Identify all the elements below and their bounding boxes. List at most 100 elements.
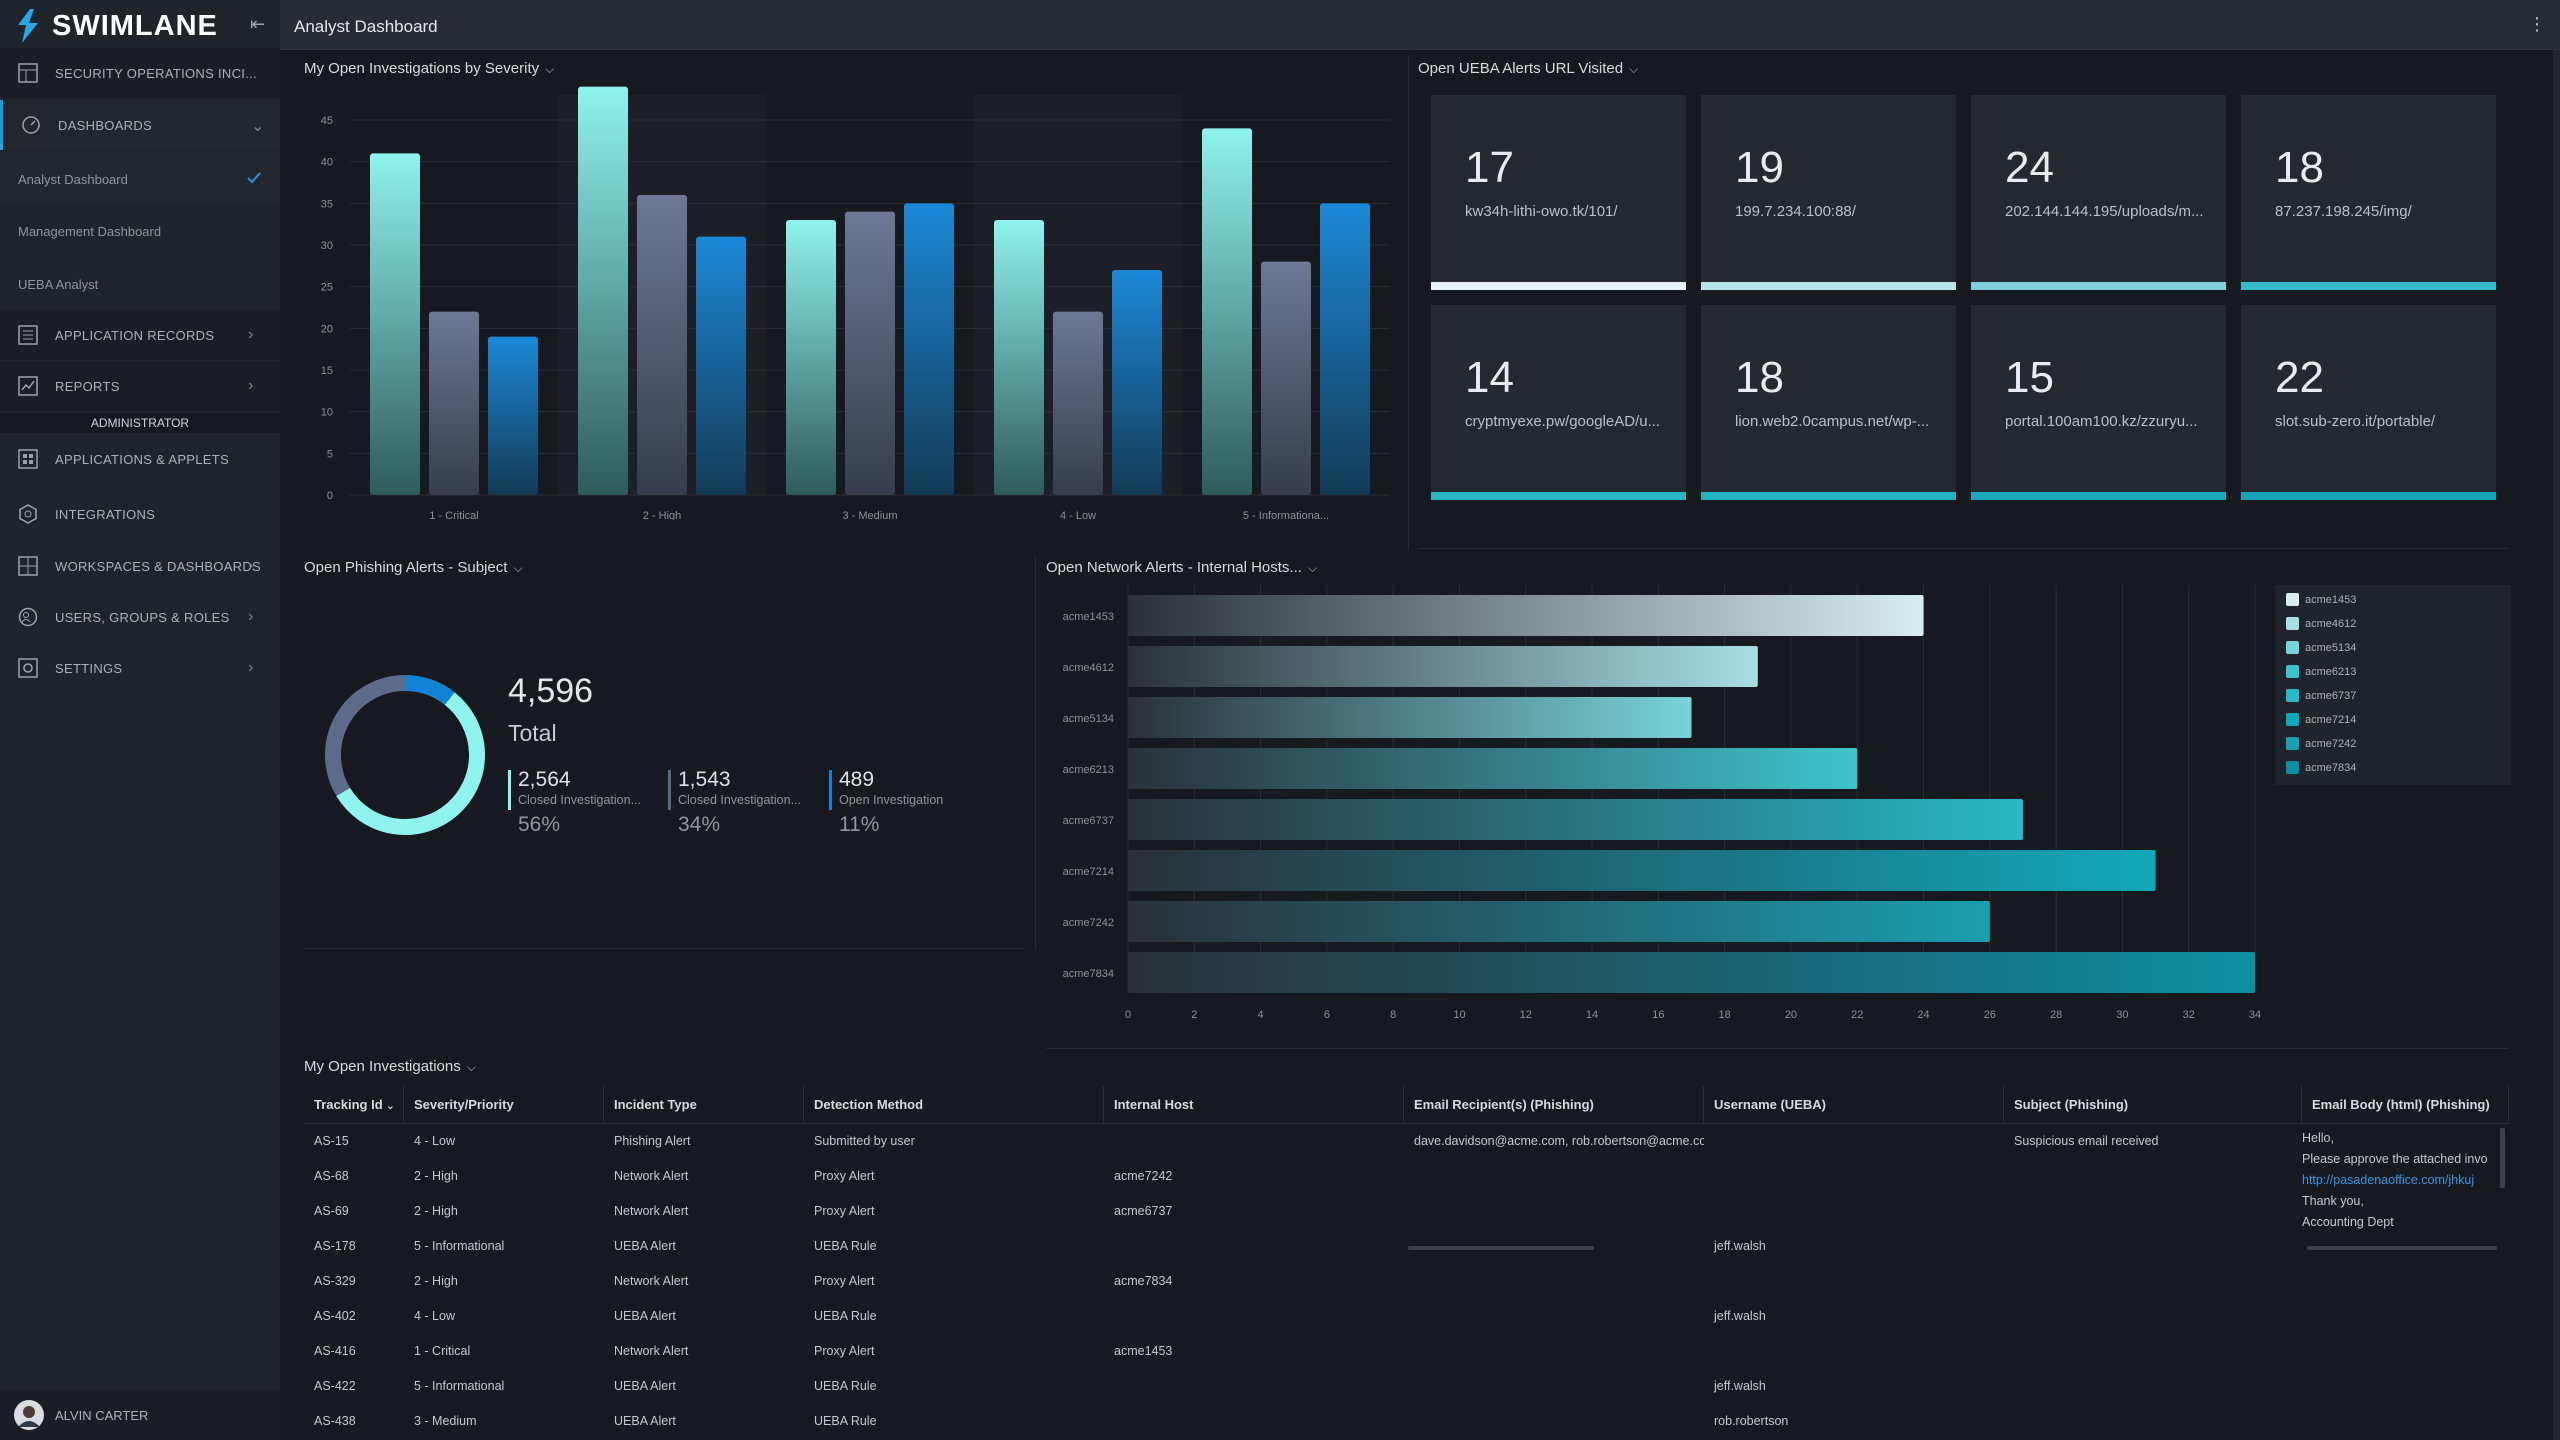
table-cell: UEBA Alert xyxy=(614,1309,676,1323)
bar-series-2[interactable] xyxy=(429,311,479,495)
column-header[interactable]: Email Recipient(s) (Phishing) xyxy=(1404,1086,1704,1124)
ueba-tile[interactable]: 15 portal.100am100.kz/zzuryu... xyxy=(1971,305,2226,500)
column-header[interactable]: Severity/Priority xyxy=(404,1086,604,1124)
scrollbar[interactable] xyxy=(2307,1246,2497,1250)
sidebar-dashboard-ueba[interactable]: UEBA Analyst xyxy=(0,258,280,310)
legend-item[interactable]: acme1453 xyxy=(2286,593,2356,606)
sidebar-item-settings[interactable]: SETTINGS › xyxy=(0,643,280,693)
sidebar-item-workspaces-dashboards[interactable]: WORKSPACES & DASHBOARDS › xyxy=(0,541,280,591)
panel-title-phishing[interactable]: Open Phishing Alerts - Subject ⌵ xyxy=(304,559,523,576)
panel-title-ueba[interactable]: Open UEBA Alerts URL Visited ⌵ xyxy=(1418,60,1638,77)
table-cell: acme1453 xyxy=(1114,1344,1173,1358)
email-link[interactable]: http://pasadenaoffice.com/jhkuj xyxy=(2302,1173,2475,1187)
bar-acme6737[interactable] xyxy=(1128,799,2023,840)
legend-item[interactable]: acme7834 xyxy=(2286,761,2356,774)
sidebar-item-users-groups-roles[interactable]: USERS, GROUPS & ROLES › xyxy=(0,592,280,642)
table-row[interactable]: AS-69 2 - High Network Alert Proxy Alert acm… xyxy=(304,1194,2509,1229)
sidebar-item-applications-applets[interactable]: APPLICATIONS & APPLETS xyxy=(0,434,280,484)
scrollbar[interactable] xyxy=(2500,1128,2505,1188)
bar-acme5134[interactable] xyxy=(1128,697,1692,738)
ueba-tile[interactable]: 19 199.7.234.100:88/ xyxy=(1701,95,1956,290)
bar-series-3[interactable] xyxy=(1320,203,1370,495)
bar-series-1[interactable] xyxy=(578,86,628,496)
table-row[interactable]: AS-178 5 - Informational UEBA Alert UEBA Ru… xyxy=(304,1229,2509,1264)
sidebar-item-security-operations[interactable]: SECURITY OPERATIONS INCI... xyxy=(0,48,280,98)
bar-acme7834[interactable] xyxy=(1128,952,2255,993)
donut-slice[interactable] xyxy=(336,692,485,835)
bar-series-2[interactable] xyxy=(1053,311,1103,495)
more-options-icon[interactable]: ⋮ xyxy=(2528,14,2546,34)
table-cell xyxy=(2004,1229,2302,1264)
table-row[interactable]: AS-438 3 - Medium UEBA Alert UEBA Rule rob.r… xyxy=(304,1404,2509,1439)
ueba-tile[interactable]: 18 87.237.198.245/img/ xyxy=(2241,95,2496,290)
legend-swatch xyxy=(2286,737,2299,750)
donut-slice[interactable] xyxy=(325,675,406,797)
sidebar-item-integrations[interactable]: INTEGRATIONS xyxy=(0,489,280,539)
legend-item[interactable]: acme6737 xyxy=(2286,689,2356,702)
page-scrollbar[interactable] xyxy=(2553,50,2560,1440)
legend-label: acme7834 xyxy=(2305,761,2357,774)
bar-acme7242[interactable] xyxy=(1128,901,1990,942)
bar-series-1[interactable] xyxy=(786,220,836,495)
panel-title-network[interactable]: Open Network Alerts - Internal Hosts... ⌵ xyxy=(1046,559,1317,576)
bar-series-1[interactable] xyxy=(994,220,1044,495)
legend-item[interactable]: acme4612 xyxy=(2286,617,2356,630)
column-header[interactable]: Tracking Id ⌄ xyxy=(304,1086,404,1124)
bar-series-3[interactable] xyxy=(904,203,954,495)
bar-series-2[interactable] xyxy=(845,211,895,495)
sidebar-item-application-records[interactable]: APPLICATION RECORDS › xyxy=(0,310,280,360)
sidebar-dashboard-analyst[interactable]: Analyst Dashboard xyxy=(0,153,280,205)
panel-divider xyxy=(304,948,1024,949)
legend-item[interactable]: acme5134 xyxy=(2286,641,2356,654)
table-row[interactable]: AS-68 2 - High Network Alert Proxy Alert acm… xyxy=(304,1159,2509,1194)
reports-icon xyxy=(18,376,38,396)
stat-percent: 56% xyxy=(518,813,561,836)
scrollbar[interactable] xyxy=(1408,1246,1594,1250)
ueba-tile[interactable]: 24 202.144.144.195/uploads/m... xyxy=(1971,95,2226,290)
table-row[interactable]: AS-422 5 - Informational UEBA Alert UEBA Ru… xyxy=(304,1369,2509,1404)
ueba-tile[interactable]: 17 kw34h-lithi-owo.tk/101/ xyxy=(1431,95,1686,290)
sidebar-dashboard-management[interactable]: Management Dashboard xyxy=(0,205,280,257)
brand-logo[interactable]: SWIMLANE xyxy=(14,8,218,44)
column-header[interactable]: Email Body (html) (Phishing) xyxy=(2302,1086,2509,1124)
column-header[interactable]: Detection Method xyxy=(804,1086,1104,1124)
bar-series-2[interactable] xyxy=(1261,261,1311,495)
bar-acme4612[interactable] xyxy=(1128,646,1758,687)
sidebar-item-reports[interactable]: REPORTS › xyxy=(0,361,280,411)
legend-item[interactable]: acme6213 xyxy=(2286,665,2356,678)
panel-title-severity[interactable]: My Open Investigations by Severity ⌵ xyxy=(304,60,554,77)
bar-series-1[interactable] xyxy=(1202,128,1252,496)
table-row[interactable]: AS-416 1 - Critical Network Alert Proxy Ale… xyxy=(304,1334,2509,1369)
bar-series-3[interactable] xyxy=(488,336,538,495)
bar-series-2[interactable] xyxy=(637,195,687,495)
y-tick-label: 45 xyxy=(321,115,333,127)
legend-item[interactable]: acme7242 xyxy=(2286,737,2356,750)
table-row[interactable]: AS-15 4 - Low Phishing Alert Submitted by u… xyxy=(304,1124,2509,1159)
table-row[interactable]: AS-402 4 - Low UEBA Alert UEBA Rule jeff.wal… xyxy=(304,1299,2509,1334)
column-header[interactable]: Incident Type xyxy=(604,1086,804,1124)
sidebar-item-dashboards[interactable]: DASHBOARDS ⌄ xyxy=(0,100,280,150)
column-header[interactable]: Subject (Phishing) xyxy=(2004,1086,2302,1124)
bar-series-1[interactable] xyxy=(370,153,420,495)
bar-acme1453[interactable] xyxy=(1128,595,1924,636)
bar-series-3[interactable] xyxy=(696,236,746,495)
ueba-tile[interactable]: 18 lion.web2.0campus.net/wp-... xyxy=(1701,305,1956,500)
bar-acme7214[interactable] xyxy=(1128,850,2156,891)
ueba-tile[interactable]: 14 cryptmyexe.pw/googleAD/u... xyxy=(1431,305,1686,500)
y-tick-label: 30 xyxy=(321,240,333,252)
bar-acme6213[interactable] xyxy=(1128,748,1858,789)
column-header[interactable]: Internal Host xyxy=(1104,1086,1404,1124)
legend-label: acme7242 xyxy=(2305,737,2357,750)
column-header[interactable]: Username (UEBA) xyxy=(1704,1086,2004,1124)
tile-count: 22 xyxy=(2275,353,2324,402)
user-profile[interactable]: ALVIN CARTER xyxy=(0,1390,280,1440)
bar-series-3[interactable] xyxy=(1112,270,1162,495)
donut-slice[interactable] xyxy=(404,675,455,705)
table-cell: rob.robertson xyxy=(1714,1414,1789,1428)
ueba-tile[interactable]: 22 slot.sub-zero.it/portable/ xyxy=(2241,305,2496,500)
legend-item[interactable]: acme7214 xyxy=(2286,713,2356,726)
panel-title-investigations[interactable]: My Open Investigations ⌵ xyxy=(304,1058,476,1075)
sort-chevron-icon[interactable]: ⌄ xyxy=(382,1100,395,1112)
collapse-sidebar-icon[interactable]: ⇤ xyxy=(250,14,266,34)
table-row[interactable]: AS-329 2 - High Network Alert Proxy Alert ac… xyxy=(304,1264,2509,1299)
